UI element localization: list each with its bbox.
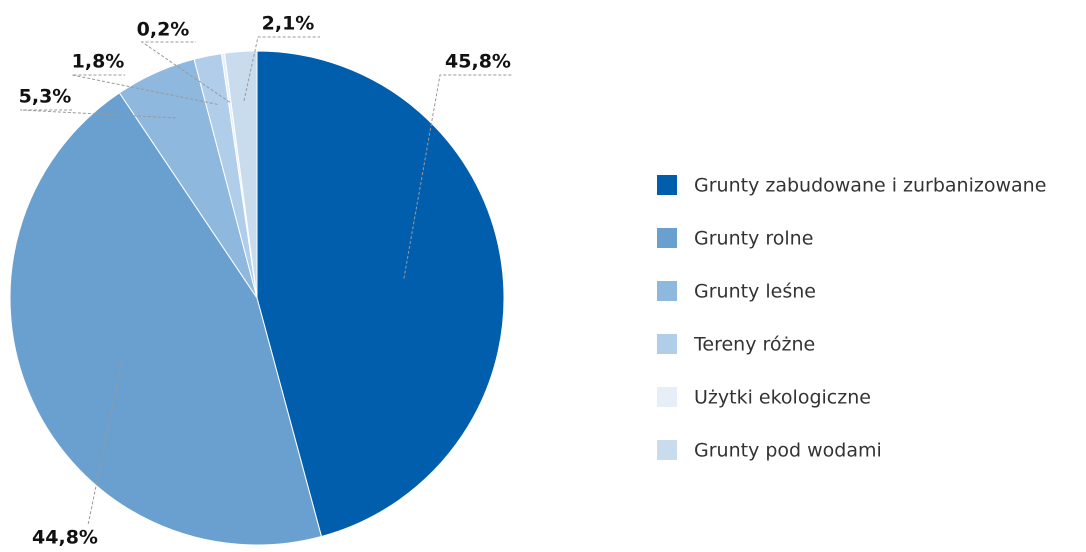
leader-line (403, 74, 512, 279)
leader-line (19, 109, 176, 119)
value-label: 5,3% (19, 86, 72, 108)
legend-label: Grunty zabudowane i zurbanizowane (694, 175, 1046, 197)
value-label: 0,2% (137, 19, 190, 41)
legend-swatch (657, 440, 677, 460)
leader-line (243, 36, 320, 101)
legend-label: Tereny różne (693, 334, 815, 356)
value-label: 44,8% (32, 527, 98, 549)
leader-line (87, 359, 123, 526)
legend-label: Grunty leśne (694, 281, 816, 303)
value-label: 1,8% (72, 51, 125, 73)
value-label: 45,8% (445, 51, 511, 73)
legend-label: Użytki ekologiczne (694, 387, 871, 409)
legend-swatch (657, 334, 677, 354)
legend-label: Grunty rolne (694, 228, 813, 250)
value-label: 2,1% (262, 13, 315, 35)
legend-swatch (657, 281, 677, 301)
pie-slice (256, 50, 505, 538)
pie-slice (9, 92, 323, 546)
legend-swatch (657, 387, 677, 407)
legend-label: Grunty pod wodami (694, 440, 882, 462)
leader-line (140, 41, 231, 103)
legend-swatch (657, 228, 677, 248)
pie-slice (223, 50, 258, 299)
legend-swatch (657, 175, 677, 195)
